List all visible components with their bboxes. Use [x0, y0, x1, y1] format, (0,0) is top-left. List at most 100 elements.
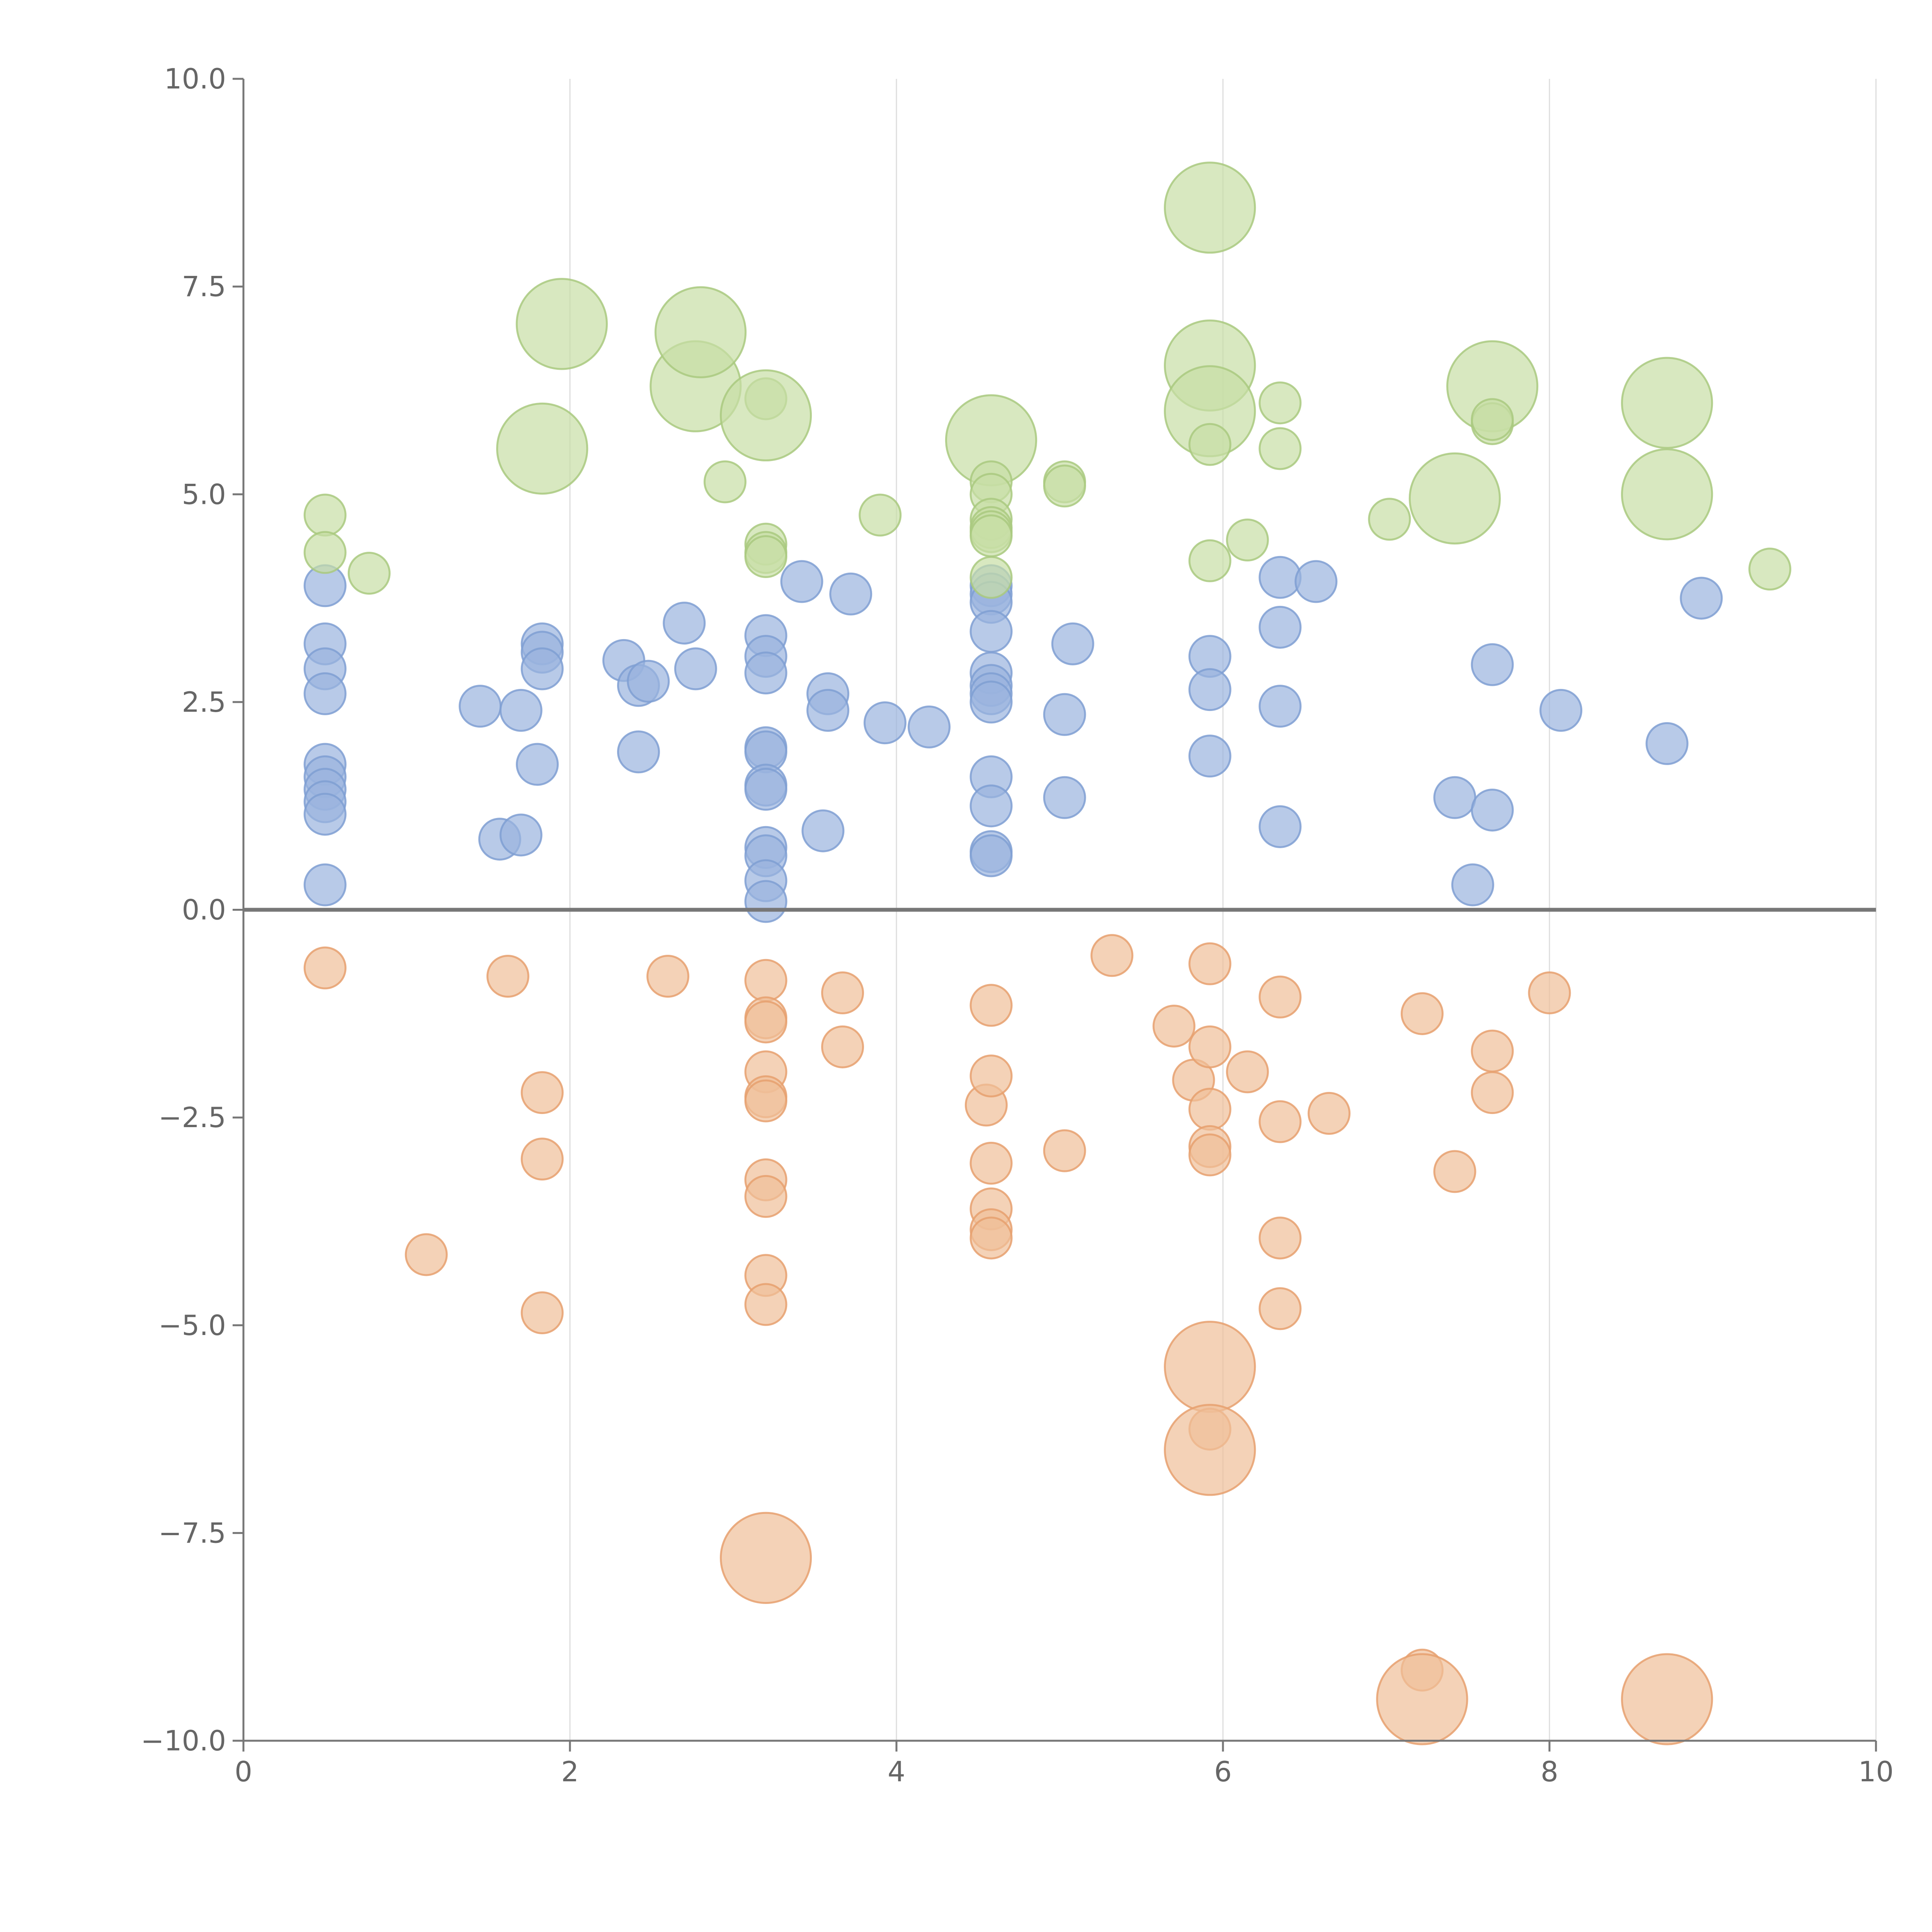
point-s0-53 [969, 834, 1013, 878]
point-s0-35 [780, 560, 823, 603]
point-s1-32 [1188, 1025, 1231, 1068]
point-s1-49 [1471, 1029, 1514, 1073]
point-s0-58 [1188, 668, 1231, 711]
point-s2-9 [719, 369, 812, 462]
point-s2-32 [1368, 498, 1411, 541]
point-s2-29 [1226, 519, 1269, 562]
point-s2-7 [703, 460, 747, 503]
point-s2-4 [515, 278, 608, 370]
point-s0-70 [1645, 722, 1689, 765]
point-s1-44 [1308, 1092, 1351, 1135]
point-s0-59 [1188, 735, 1231, 778]
point-s1-12 [744, 1079, 787, 1122]
point-s1-51 [1528, 971, 1571, 1015]
point-s1-28 [1090, 934, 1134, 977]
point-s2-0 [303, 493, 347, 537]
point-s0-23 [674, 647, 717, 690]
point-s1-39 [1226, 1050, 1269, 1094]
point-s0-26 [744, 651, 787, 695]
point-s1-38 [1164, 1404, 1256, 1496]
point-s1-35 [1188, 1133, 1231, 1177]
point-s0-9 [303, 863, 347, 906]
point-s0-66 [1451, 863, 1494, 906]
y-tick-label-4: 0.0 [182, 894, 226, 926]
point-s0-68 [1471, 788, 1514, 832]
point-s1-40 [1259, 975, 1302, 1019]
point-s1-14 [744, 1175, 787, 1218]
point-s1-29 [1152, 1005, 1196, 1048]
point-s1-27 [1043, 1129, 1086, 1172]
point-s1-50 [1471, 1071, 1514, 1114]
point-s1-42 [1259, 1216, 1302, 1260]
point-s0-14 [516, 743, 559, 786]
point-s0-56 [1051, 622, 1094, 665]
point-s1-0 [303, 946, 347, 990]
point-s2-6 [654, 286, 747, 379]
point-s1-5 [520, 1291, 564, 1334]
point-s0-20 [617, 730, 660, 774]
point-s2-3 [496, 402, 588, 495]
point-s2-39 [1748, 548, 1791, 591]
point-s0-39 [829, 572, 872, 616]
y-tick-label-7: −7.5 [158, 1517, 226, 1549]
point-s0-65 [1433, 776, 1476, 819]
point-s1-1 [405, 1233, 448, 1276]
point-s0-22 [663, 602, 706, 645]
point-s0-13 [499, 689, 543, 732]
point-s0-69 [1539, 689, 1583, 732]
point-s1-16 [744, 1283, 787, 1326]
point-s2-20 [969, 514, 1013, 558]
point-s0-62 [1259, 685, 1302, 728]
point-s0-40 [863, 701, 906, 745]
point-s0-38 [806, 689, 850, 732]
y-tick-label-8: −10.0 [141, 1725, 226, 1757]
x-tick-label-3: 6 [1214, 1755, 1232, 1788]
point-s2-27 [1188, 423, 1231, 466]
point-s1-47 [1376, 1653, 1468, 1745]
point-s2-12 [744, 535, 787, 578]
point-s1-31 [1188, 942, 1231, 985]
point-s1-48 [1433, 1150, 1476, 1193]
point-s0-60 [1259, 556, 1302, 599]
x-tick-label-5: 10 [1858, 1755, 1894, 1788]
point-s2-33 [1408, 452, 1501, 545]
point-s0-64 [1294, 560, 1338, 603]
y-tick-label-1: 7.5 [182, 270, 226, 303]
point-s0-67 [1471, 643, 1514, 686]
y-tick-label-0: 10.0 [164, 63, 226, 95]
point-s2-2 [347, 552, 391, 595]
point-s0-3 [303, 672, 347, 715]
point-s0-21 [627, 660, 670, 703]
point-s1-22 [969, 1054, 1013, 1098]
point-s0-8 [303, 793, 347, 836]
point-s1-41 [1259, 1100, 1302, 1143]
y-tick-label-6: −5.0 [158, 1309, 226, 1342]
y-tick-label-3: 2.5 [182, 686, 226, 718]
point-s0-10 [459, 685, 502, 728]
point-s2-31 [1259, 427, 1302, 470]
point-s2-24 [1164, 162, 1256, 254]
point-s2-21 [969, 556, 1013, 599]
point-s2-23 [1043, 464, 1086, 508]
point-s1-43 [1259, 1287, 1302, 1330]
y-tick-label-5: −2.5 [158, 1101, 226, 1134]
point-s1-33 [1188, 1088, 1231, 1131]
point-s2-36 [1471, 398, 1514, 441]
point-s2-1 [303, 531, 347, 574]
point-s0-63 [1259, 805, 1302, 848]
point-s0-12 [499, 813, 543, 857]
point-s1-9 [744, 1000, 787, 1044]
x-tick-label-0: 0 [235, 1755, 252, 1788]
point-s1-26 [969, 1216, 1013, 1260]
point-s0-55 [1043, 776, 1086, 819]
point-s0-45 [969, 610, 1013, 653]
y-tick-label-2: 5.0 [182, 478, 226, 510]
point-s1-2 [486, 955, 529, 998]
x-tick-label-4: 8 [1541, 1755, 1558, 1788]
point-s1-36 [1164, 1321, 1256, 1413]
point-s2-38 [1621, 448, 1713, 541]
point-s0-41 [908, 705, 951, 748]
point-s0-71 [1680, 577, 1723, 620]
point-s1-18 [821, 971, 864, 1015]
